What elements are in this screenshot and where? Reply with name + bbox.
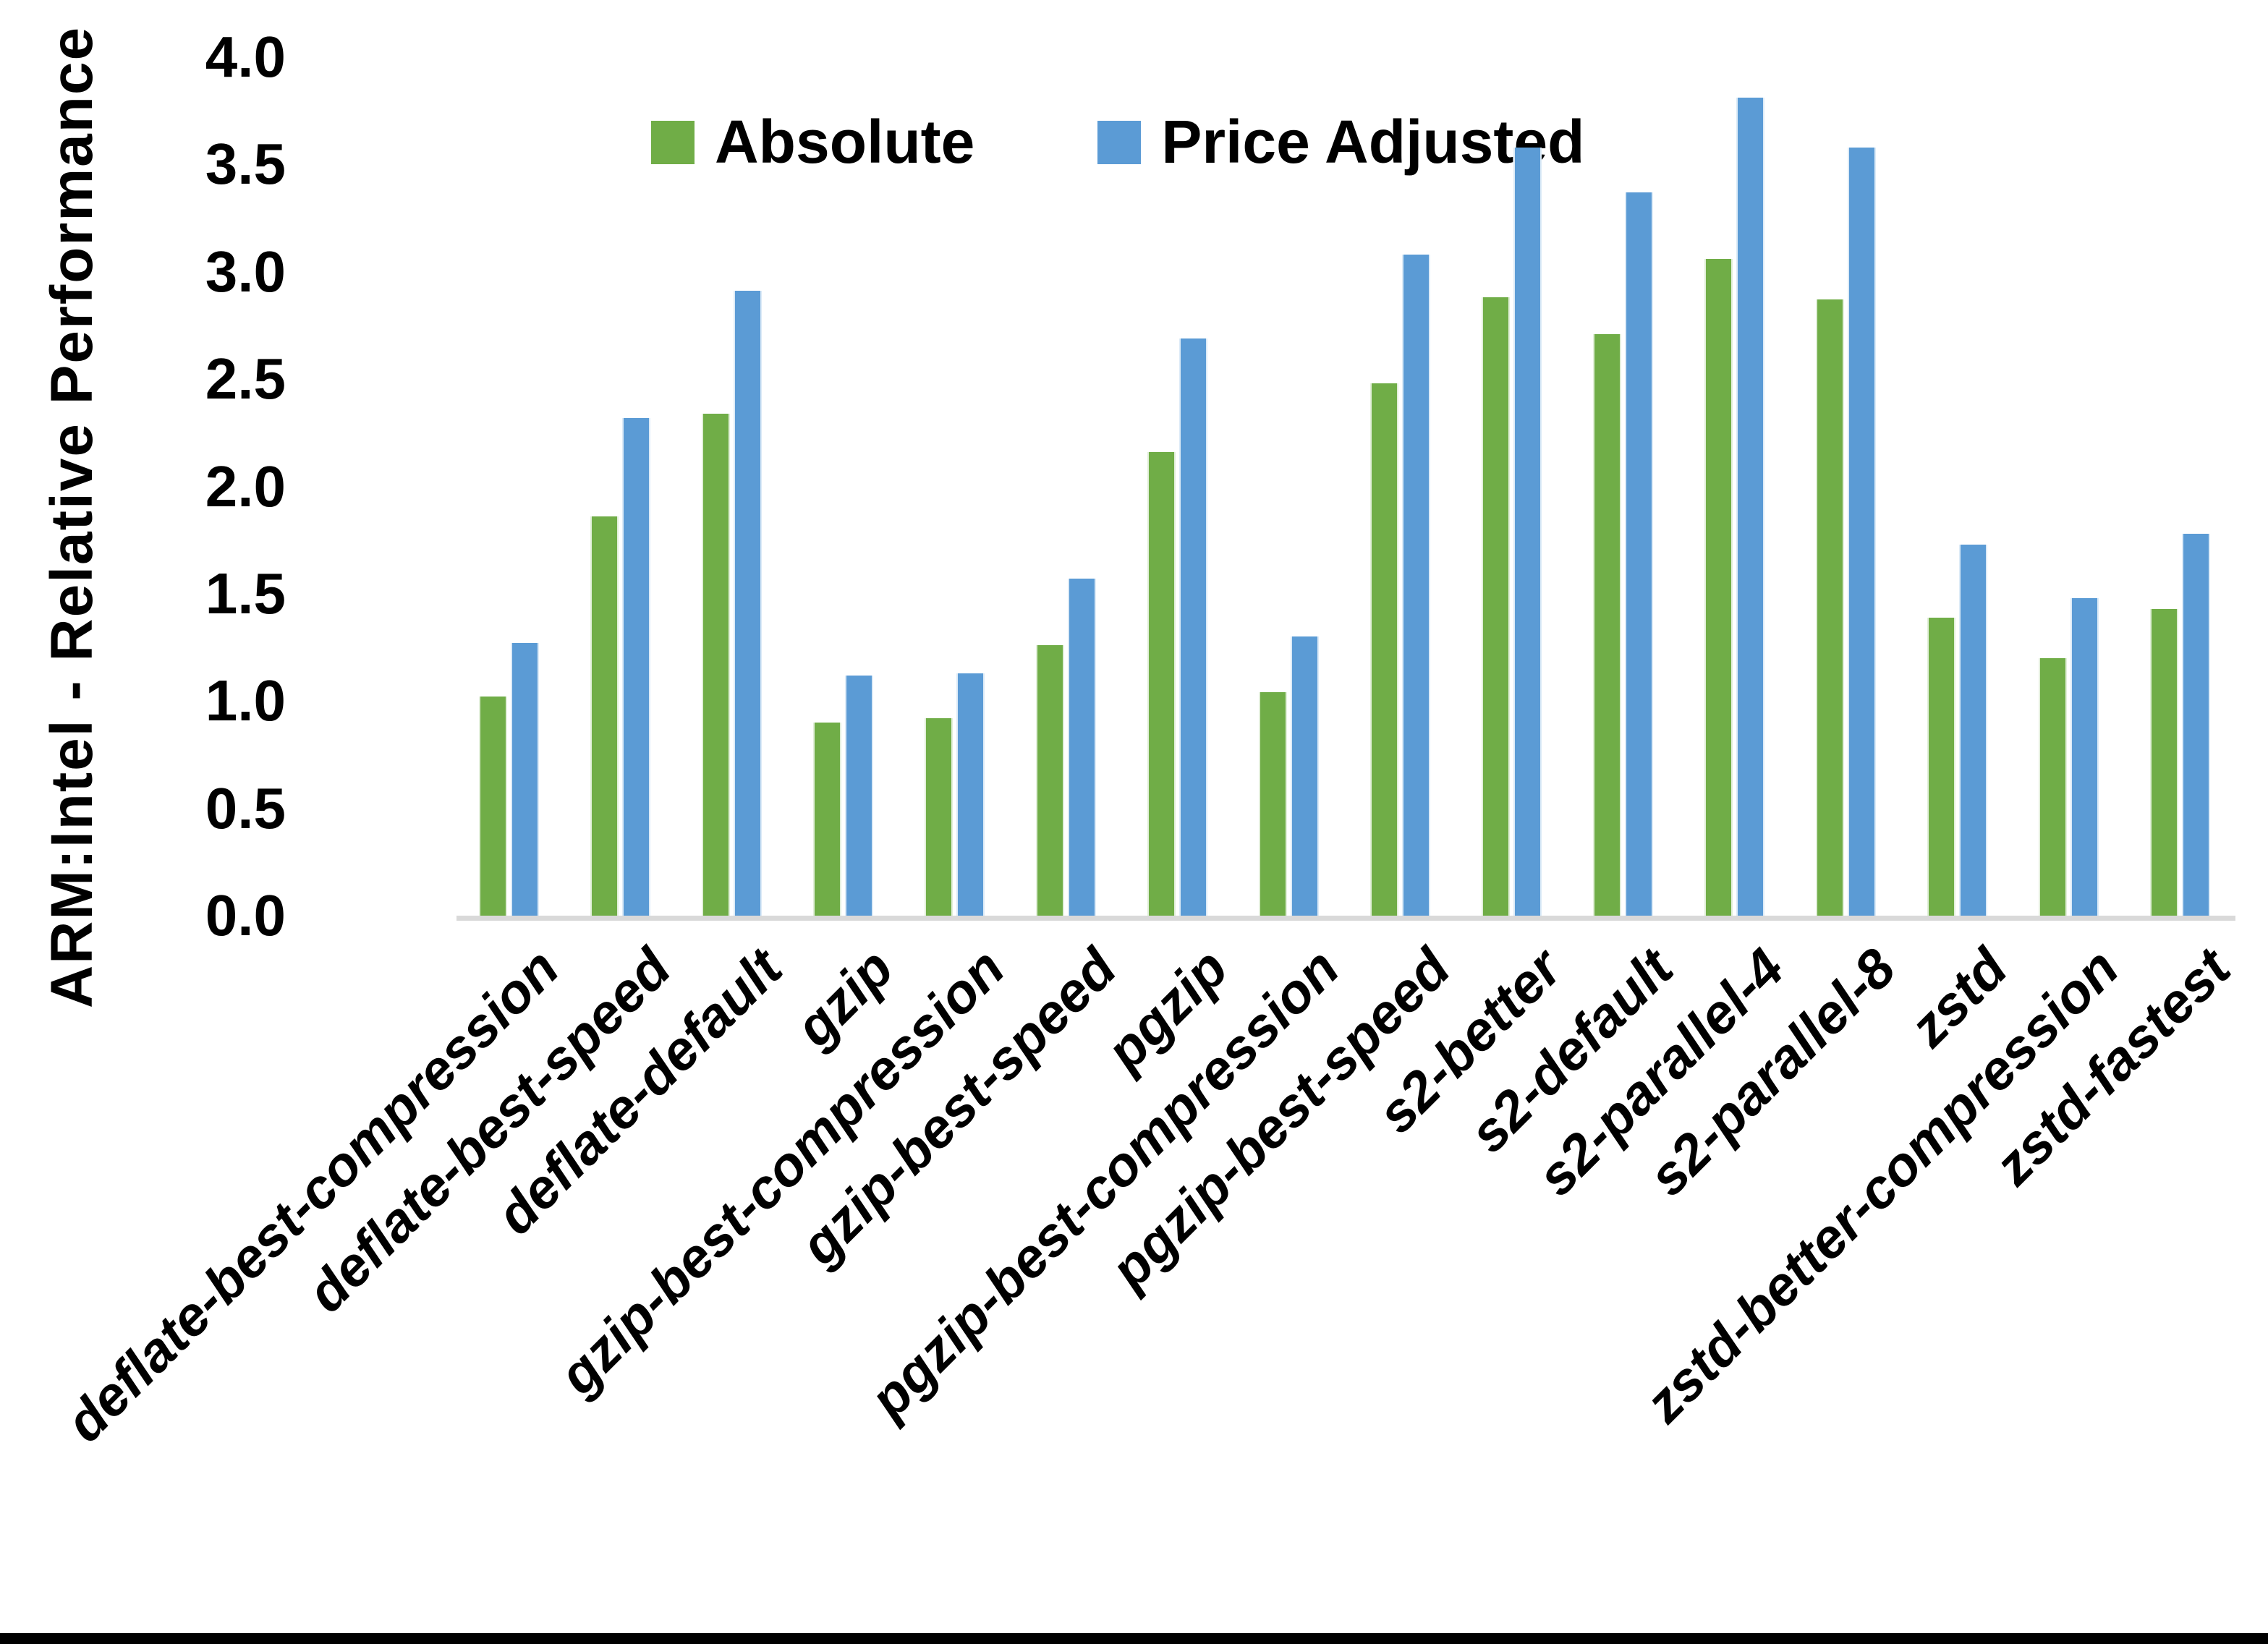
bottom-border <box>0 1633 2268 1644</box>
bar-price-adjusted-deflate-best-speed <box>621 417 650 916</box>
bar-absolute-s2-default <box>1592 333 1621 916</box>
bar-absolute-pgzip-best-speed <box>1369 383 1398 916</box>
bar-absolute-deflate-best-speed <box>590 516 619 916</box>
bar-price-adjusted-gzip <box>844 675 873 916</box>
bar-absolute-zstd-fastest <box>2149 608 2178 916</box>
bar-absolute-s2-better <box>1481 297 1510 916</box>
bar-price-adjusted-zstd <box>1958 544 1987 916</box>
bar-price-adjusted-gzip-best-speed <box>1067 579 1096 916</box>
y-tick-label: 4.0 <box>205 25 286 89</box>
bar-absolute-pgzip-best-compression <box>1258 692 1287 916</box>
bar-price-adjusted-s2-better <box>1513 147 1542 916</box>
bar-price-adjusted-gzip-best-compression <box>956 673 985 916</box>
bar-absolute-pgzip <box>1147 452 1176 916</box>
legend-entry-absolute: Absolute <box>651 107 974 177</box>
y-tick-label: 1.5 <box>205 561 286 626</box>
plot-area <box>456 57 2235 916</box>
bar-price-adjusted-pgzip-best-compression <box>1290 636 1319 916</box>
y-tick-label: 3.5 <box>205 132 286 197</box>
bar-price-adjusted-s2-parallel-4 <box>1736 98 1764 916</box>
y-tick-label: 0.5 <box>205 775 286 840</box>
bar-absolute-zstd-better-compression <box>2038 657 2067 916</box>
legend-swatch-absolute-icon <box>651 120 695 164</box>
bar-absolute-gzip-best-compression <box>924 718 953 916</box>
bar-price-adjusted-deflate-default <box>733 291 762 916</box>
bar-price-adjusted-s2-parallel-8 <box>1847 147 1876 916</box>
bar-absolute-s2-parallel-8 <box>1815 299 1844 916</box>
bar-price-adjusted-s2-default <box>1624 192 1653 916</box>
bar-price-adjusted-pgzip-best-speed <box>1401 255 1430 916</box>
y-tick-label: 2.5 <box>205 346 286 412</box>
legend-swatch-price-adjusted-icon <box>1097 120 1142 164</box>
bar-absolute-gzip <box>812 722 841 916</box>
y-tick-label: 1.0 <box>205 668 286 733</box>
bar-absolute-deflate-default <box>701 413 730 916</box>
bar-price-adjusted-zstd-better-compression <box>2070 597 2099 916</box>
bar-absolute-deflate-best-compression <box>478 697 507 916</box>
legend-label-absolute: Absolute <box>715 108 975 176</box>
x-axis-line <box>456 916 2235 921</box>
bar-absolute-s2-parallel-4 <box>1704 258 1733 916</box>
bar-absolute-gzip-best-speed <box>1035 645 1064 916</box>
bar-price-adjusted-deflate-best-compression <box>510 643 539 916</box>
y-tick-label: 0.0 <box>205 883 286 947</box>
bar-price-adjusted-pgzip <box>1178 338 1207 916</box>
bar-price-adjusted-zstd-fastest <box>2181 533 2210 916</box>
y-tick-label: 2.0 <box>205 453 286 519</box>
bar-absolute-zstd <box>1927 617 1955 916</box>
y-axis-title: ARM:Intel - Relative Performance <box>39 25 105 1009</box>
y-tick-label: 3.0 <box>205 239 286 304</box>
